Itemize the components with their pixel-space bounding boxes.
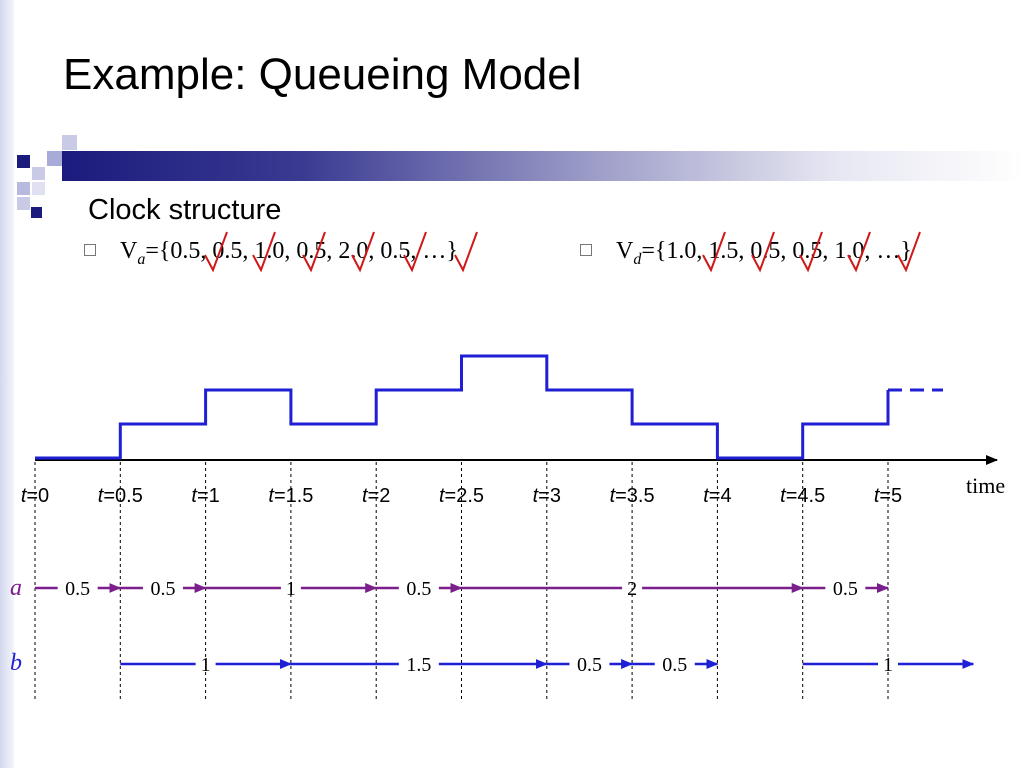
- bullet-clock-structure: Clock structure: [88, 194, 282, 226]
- va-prefix: V: [120, 238, 138, 264]
- time-tick-label: t=4: [703, 485, 731, 507]
- time-tick-label: t=2: [362, 485, 390, 507]
- row-a-interval-label: 1: [286, 578, 296, 600]
- time-tick-label: t=3: [533, 485, 561, 507]
- row-a-label: a: [10, 575, 22, 601]
- vd-prefix: V: [616, 238, 634, 264]
- time-tick-label: t=0.5: [98, 485, 143, 507]
- row-b-interval-label: 0.5: [662, 654, 687, 676]
- row-a-interval-label: 0.5: [150, 578, 175, 600]
- row-a-interval-label: 2: [627, 578, 637, 600]
- time-tick-label: t=2.5: [439, 485, 484, 507]
- row-a-interval-label: 0.5: [65, 578, 90, 600]
- queue-length-step-line: [35, 354, 890, 460]
- time-tick-label: t=1.5: [268, 485, 313, 507]
- row-b-interval-label: 1.5: [406, 654, 431, 676]
- vd-subscript: d: [633, 250, 642, 268]
- title-underline-bar: [62, 151, 1024, 181]
- row-b-interval-label: 0.5: [577, 654, 602, 676]
- time-tick-label: t=4.5: [780, 485, 825, 507]
- time-tick-label: t=5: [874, 485, 902, 507]
- time-axis-label: time: [966, 473, 1005, 498]
- sub-bullet-box-icon: [84, 244, 96, 257]
- row-b-interval-label: 1: [883, 654, 893, 676]
- time-tick-label: t=3.5: [610, 485, 655, 507]
- row-b-interval-label: 1: [201, 654, 211, 676]
- time-tick-label: t=1: [191, 485, 219, 507]
- page-title: Example: Queueing Model: [63, 50, 582, 99]
- va-subscript: a: [137, 250, 146, 268]
- left-decor-band: [0, 0, 14, 768]
- time-tick-label: t=0: [21, 485, 49, 507]
- row-a-interval-label: 0.5: [406, 578, 431, 600]
- sub-bullet-box-icon: [580, 244, 592, 257]
- row-a-interval-label: 0.5: [833, 578, 858, 600]
- row-b-label: b: [10, 650, 22, 676]
- bullet-square-icon: [31, 207, 42, 218]
